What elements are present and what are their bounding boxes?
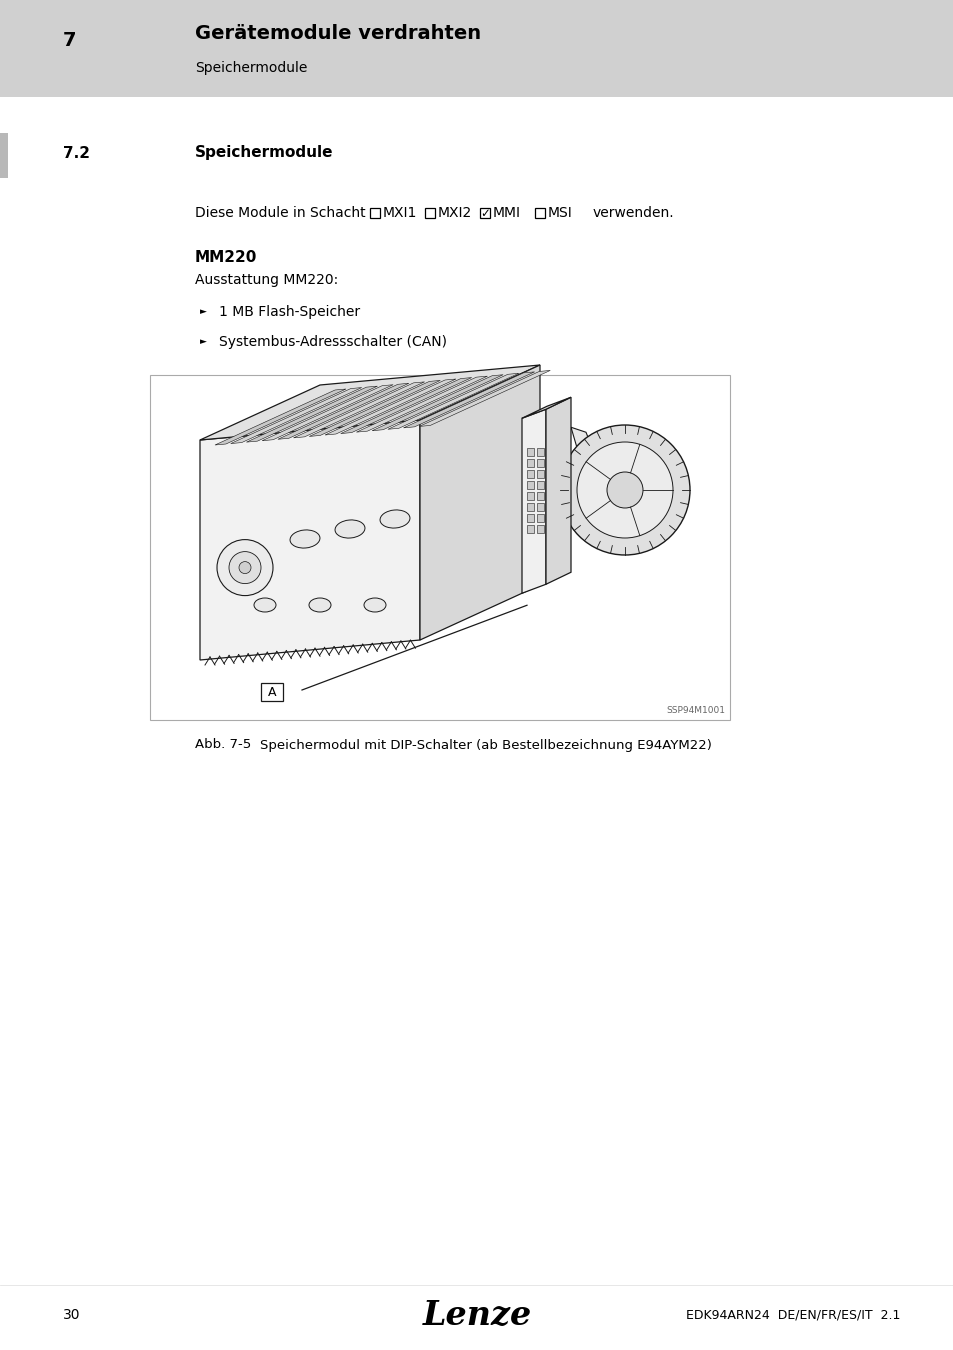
- Ellipse shape: [335, 520, 365, 539]
- Polygon shape: [521, 397, 571, 418]
- Bar: [150, 375, 729, 720]
- Polygon shape: [388, 374, 518, 429]
- Bar: [261, 683, 283, 701]
- Text: Speichermodul mit DIP-Schalter (ab Bestellbezeichnung E94AYM22): Speichermodul mit DIP-Schalter (ab Beste…: [260, 738, 711, 752]
- Circle shape: [606, 472, 642, 508]
- Text: MSI: MSI: [547, 207, 572, 220]
- Text: verwenden.: verwenden.: [593, 207, 674, 220]
- Polygon shape: [231, 387, 361, 444]
- Bar: [526, 514, 534, 522]
- Polygon shape: [262, 385, 393, 440]
- Bar: [537, 493, 543, 501]
- Text: 7: 7: [63, 31, 76, 50]
- Text: 1 MB Flash-Speicher: 1 MB Flash-Speicher: [219, 305, 359, 319]
- Polygon shape: [246, 386, 377, 443]
- Text: 7.2: 7.2: [63, 146, 90, 161]
- Polygon shape: [419, 364, 539, 640]
- Bar: [0, 97, 953, 99]
- Text: MXI1: MXI1: [382, 207, 416, 220]
- Polygon shape: [325, 379, 456, 435]
- Circle shape: [229, 552, 261, 583]
- Bar: [537, 470, 543, 478]
- Text: ✓: ✓: [479, 207, 490, 220]
- Text: Speichermodule: Speichermodule: [194, 146, 334, 161]
- Bar: [0, 134, 8, 178]
- Circle shape: [216, 540, 273, 595]
- Text: A: A: [268, 686, 276, 699]
- Bar: [526, 470, 534, 478]
- Bar: [526, 459, 534, 467]
- Polygon shape: [200, 420, 419, 660]
- Text: MXI2: MXI2: [437, 207, 472, 220]
- Polygon shape: [403, 371, 534, 428]
- Text: Speichermodule: Speichermodule: [194, 61, 307, 74]
- Text: Abb. 7-5: Abb. 7-5: [194, 738, 251, 752]
- Bar: [537, 459, 543, 467]
- Ellipse shape: [379, 510, 410, 528]
- Ellipse shape: [253, 598, 275, 612]
- Text: ►: ►: [200, 338, 207, 347]
- Bar: [424, 208, 435, 217]
- Bar: [537, 481, 543, 489]
- Polygon shape: [340, 378, 471, 433]
- Bar: [537, 514, 543, 522]
- Polygon shape: [356, 377, 487, 432]
- Text: Lenze: Lenze: [422, 1299, 531, 1331]
- Ellipse shape: [364, 598, 386, 612]
- Text: Gerätemodule verdrahten: Gerätemodule verdrahten: [194, 24, 480, 43]
- Polygon shape: [545, 397, 571, 585]
- Polygon shape: [277, 383, 409, 439]
- Ellipse shape: [309, 598, 331, 612]
- Polygon shape: [309, 381, 440, 436]
- Bar: [526, 493, 534, 501]
- Polygon shape: [214, 389, 346, 446]
- Text: SSP94M1001: SSP94M1001: [665, 706, 724, 716]
- Text: Diese Module in Schacht: Diese Module in Schacht: [194, 207, 365, 220]
- Circle shape: [577, 441, 672, 539]
- Text: ►: ►: [200, 308, 207, 316]
- Bar: [479, 208, 490, 217]
- Polygon shape: [294, 382, 424, 437]
- Bar: [526, 525, 534, 533]
- Polygon shape: [521, 409, 545, 593]
- Bar: [526, 481, 534, 489]
- Text: Ausstattung MM220:: Ausstattung MM220:: [194, 273, 338, 288]
- Polygon shape: [571, 427, 642, 549]
- Bar: [537, 504, 543, 512]
- Polygon shape: [419, 370, 550, 427]
- Ellipse shape: [290, 531, 319, 548]
- Bar: [526, 448, 534, 456]
- Bar: [535, 208, 544, 217]
- Circle shape: [239, 562, 251, 574]
- Circle shape: [559, 425, 689, 555]
- Polygon shape: [372, 375, 502, 431]
- Bar: [370, 208, 379, 217]
- Polygon shape: [200, 364, 539, 440]
- Text: EDK94ARN24  DE/EN/FR/ES/IT  2.1: EDK94ARN24 DE/EN/FR/ES/IT 2.1: [685, 1308, 899, 1322]
- Bar: [537, 448, 543, 456]
- Bar: [0, 0, 953, 97]
- Bar: [526, 504, 534, 512]
- Text: MM220: MM220: [194, 251, 257, 266]
- Text: MMI: MMI: [493, 207, 520, 220]
- Text: Systembus-Adressschalter (CAN): Systembus-Adressschalter (CAN): [219, 335, 447, 350]
- Bar: [537, 525, 543, 533]
- Text: 30: 30: [63, 1308, 80, 1322]
